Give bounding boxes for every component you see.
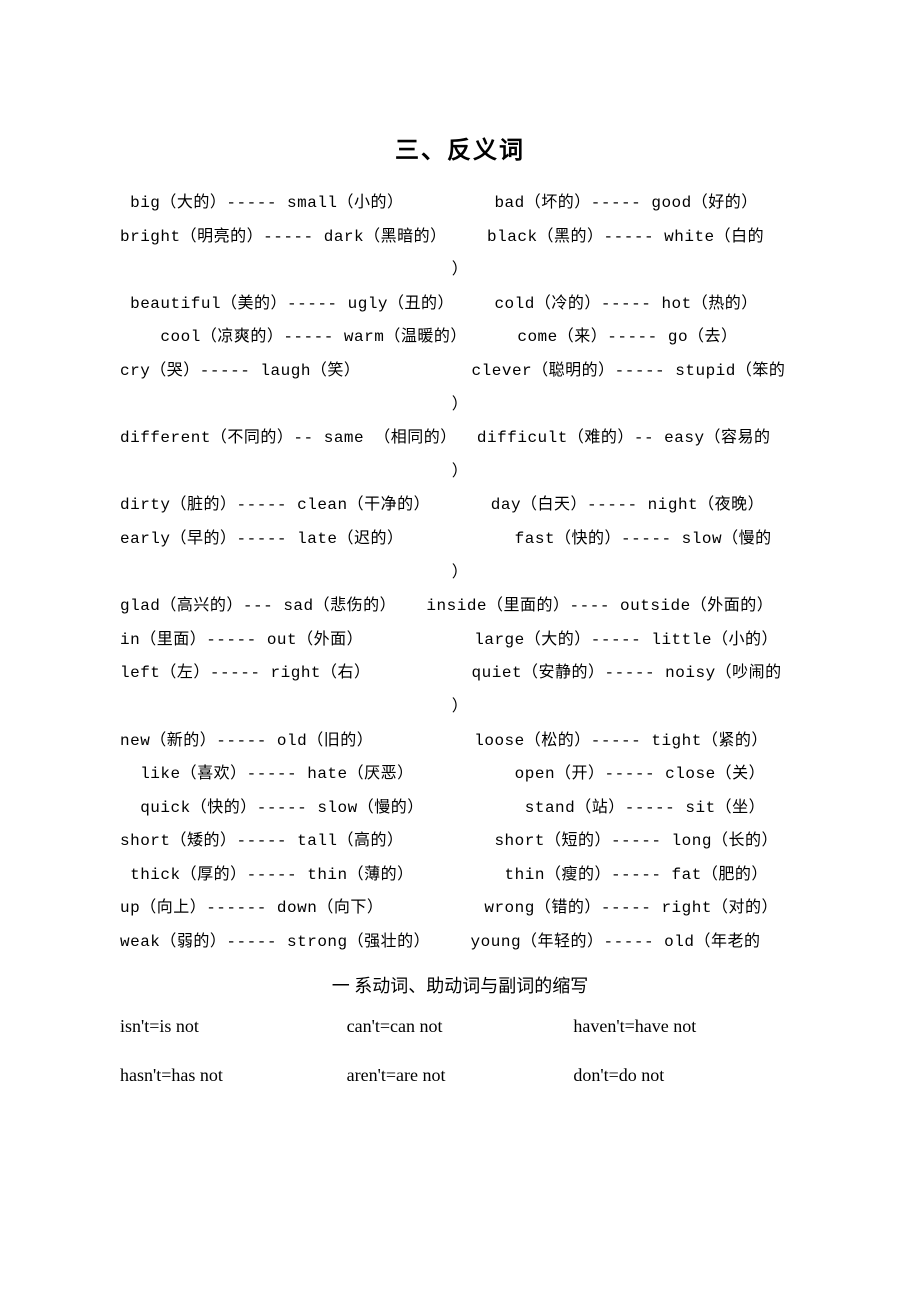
- antonym-line: in（里面）----- out（外面） large（大的）----- littl…: [120, 624, 800, 658]
- subsection-heading: 一 系动词、助动词与副词的缩写: [120, 972, 800, 998]
- table-row: hasn't=has notaren't=are notdon't=do not: [120, 1065, 800, 1086]
- antonym-line: bright（明亮的）----- dark（黑暗的） black（黑的）----…: [120, 221, 800, 255]
- antonym-line: weak（弱的）----- strong（强壮的） young（年轻的）----…: [120, 926, 800, 960]
- contraction-cell: can't=can not: [347, 1016, 574, 1037]
- antonym-line: thick（厚的）----- thin（薄的） thin（瘦的）----- fa…: [120, 859, 800, 893]
- antonym-line: different（不同的）-- same （相同的） difficult（难的…: [120, 422, 800, 456]
- antonym-line: like（喜欢）----- hate（厌恶） open（开）----- clos…: [120, 758, 800, 792]
- antonym-line: big（大的）----- small（小的） bad（坏的）----- good…: [120, 187, 800, 221]
- antonym-line: left（左）----- right（右） quiet（安静的）----- no…: [120, 657, 800, 691]
- contraction-cell: don't=do not: [573, 1065, 800, 1086]
- antonym-list: big（大的）----- small（小的） bad（坏的）----- good…: [120, 187, 800, 960]
- contraction-cell: haven't=have not: [573, 1016, 800, 1037]
- antonym-line: beautiful（美的）----- ugly（丑的） cold（冷的）----…: [120, 288, 800, 322]
- contraction-cell: isn't=is not: [120, 1016, 347, 1037]
- antonym-line: dirty（脏的）----- clean（干净的） day（白天）----- n…: [120, 489, 800, 523]
- wrapped-close-paren: ）: [120, 456, 800, 490]
- antonym-line: up（向上）------ down（向下） wrong（错的）----- rig…: [120, 892, 800, 926]
- wrapped-close-paren: ）: [120, 691, 800, 725]
- antonym-line: short（矮的）----- tall（高的） short（短的）----- l…: [120, 825, 800, 859]
- antonym-line: cool（凉爽的）----- warm（温暖的） come（来）----- go…: [120, 321, 800, 355]
- contraction-cell: aren't=are not: [347, 1065, 574, 1086]
- wrapped-close-paren: ）: [120, 389, 800, 423]
- table-row: isn't=is notcan't=can nothaven't=have no…: [120, 1016, 800, 1037]
- antonym-line: glad（高兴的）--- sad（悲伤的） inside（里面的）---- ou…: [120, 590, 800, 624]
- antonym-line: early（早的）----- late（迟的） fast（快的）----- sl…: [120, 523, 800, 557]
- wrapped-close-paren: ）: [120, 557, 800, 591]
- antonym-line: cry（哭）----- laugh（笑） clever（聪明的）----- st…: [120, 355, 800, 389]
- antonym-line: new（新的）----- old（旧的） loose（松的）----- tigh…: [120, 725, 800, 759]
- section-heading: 三、反义词: [120, 130, 800, 165]
- contractions-table: isn't=is notcan't=can nothaven't=have no…: [120, 1016, 800, 1086]
- contraction-cell: hasn't=has not: [120, 1065, 347, 1086]
- antonym-line: quick（快的）----- slow（慢的） stand（站）----- si…: [120, 792, 800, 826]
- wrapped-close-paren: ）: [120, 254, 800, 288]
